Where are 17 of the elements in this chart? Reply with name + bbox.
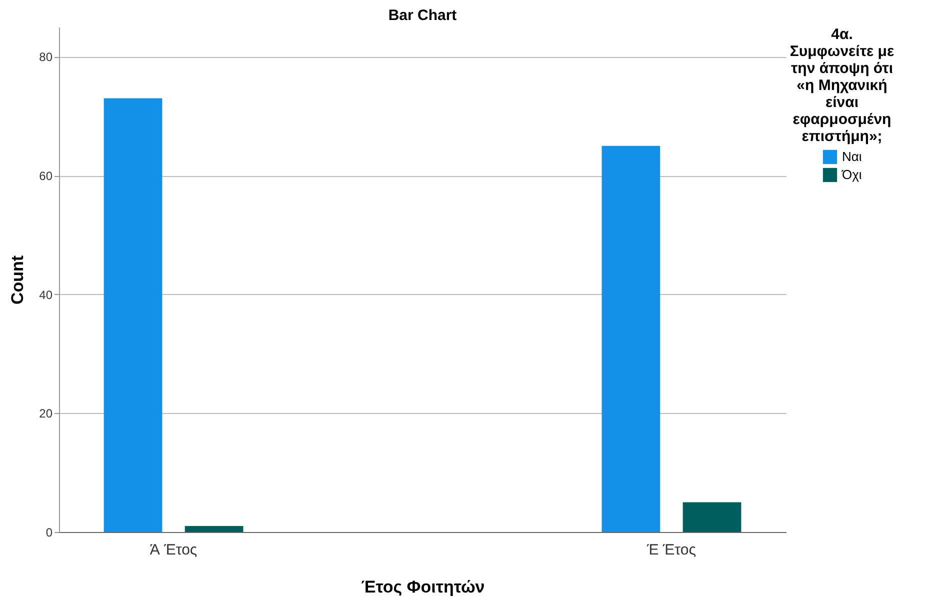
y-tick-label: 60 bbox=[39, 169, 53, 184]
bar bbox=[184, 526, 244, 532]
bar bbox=[682, 502, 742, 532]
x-axis-title: Έτος Φοιτητών bbox=[361, 578, 485, 596]
x-tick-label: Έ Έτος bbox=[646, 542, 696, 558]
bar bbox=[104, 98, 162, 532]
legend-title: 4α. Συμφωνείτε με την άποψη ότι «η Μηχανική είναι εφαρμοσμένη επιστήμη»; bbox=[790, 26, 894, 145]
bar bbox=[602, 146, 660, 532]
legend-label: Ναι bbox=[842, 149, 862, 164]
chart-title: Bar Chart bbox=[388, 7, 457, 24]
legend-label: Όχι bbox=[841, 167, 862, 182]
y-tick-label: 0 bbox=[46, 526, 53, 540]
y-tick-label: 40 bbox=[39, 288, 53, 302]
y-axis-title: Count bbox=[8, 255, 28, 305]
x-tick-label: Ά Έτος bbox=[150, 542, 198, 558]
y-tick-label: 80 bbox=[39, 50, 53, 64]
y-tick-label: 20 bbox=[39, 406, 53, 421]
